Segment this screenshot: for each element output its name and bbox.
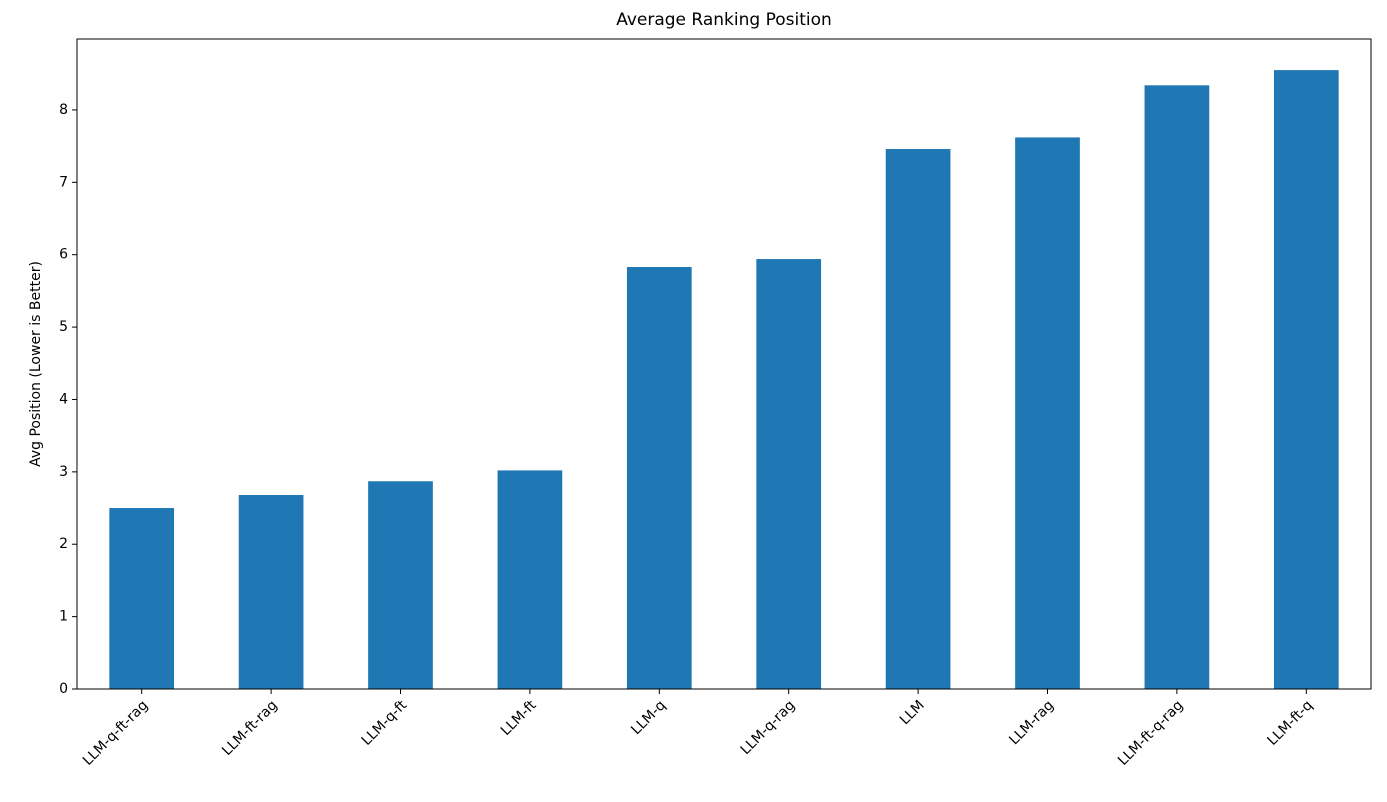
bar bbox=[1015, 137, 1080, 689]
y-tick-label: 0 bbox=[59, 681, 68, 697]
chart-title: Average Ranking Position bbox=[616, 10, 832, 30]
bar bbox=[109, 508, 175, 689]
bar bbox=[626, 267, 692, 689]
y-tick-label: 3 bbox=[59, 464, 68, 480]
y-tick-label: 7 bbox=[59, 174, 68, 190]
y-tick-label: 5 bbox=[59, 319, 68, 335]
bar bbox=[497, 470, 563, 689]
bar bbox=[1144, 85, 1210, 689]
bar bbox=[368, 481, 433, 689]
x-tick-label: LLM-rag bbox=[1006, 697, 1057, 748]
y-tick-label: 8 bbox=[59, 102, 68, 118]
x-tick-label: LLM-q bbox=[628, 697, 669, 738]
y-tick-label: 6 bbox=[59, 247, 68, 263]
x-tick-label: LLM-q-ft bbox=[359, 697, 411, 749]
x-tick-label: LLM-ft-q bbox=[1264, 697, 1316, 749]
y-tick-label: 1 bbox=[59, 609, 68, 625]
y-tick-label: 2 bbox=[59, 536, 68, 552]
bar bbox=[1273, 70, 1339, 689]
x-tick-label: LLM bbox=[897, 697, 928, 728]
x-tick-label: LLM-ft-q-rag bbox=[1115, 697, 1187, 769]
y-tick-label: 4 bbox=[59, 391, 68, 407]
bar bbox=[885, 149, 951, 689]
bar bbox=[756, 259, 822, 689]
x-tick-label: LLM-ft-rag bbox=[219, 697, 281, 759]
bar bbox=[238, 495, 304, 689]
plot-frame bbox=[76, 38, 1372, 690]
y-axis-label: Avg Position (Lower is Better) bbox=[28, 261, 44, 467]
x-tick-label: LLM-q-rag bbox=[738, 697, 799, 758]
x-tick-label: LLM-q-ft-rag bbox=[80, 697, 152, 769]
x-tick-label: LLM-ft bbox=[498, 697, 540, 739]
